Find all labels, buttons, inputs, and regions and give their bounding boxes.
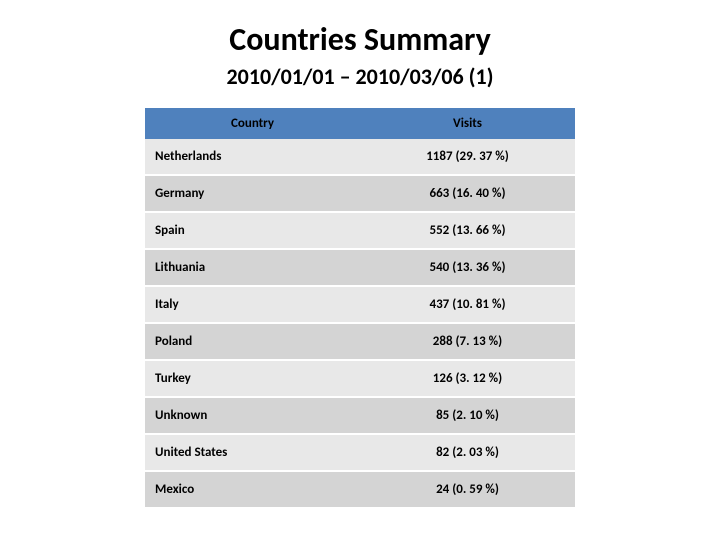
page-subtitle: 2010/01/01 – 2010/03/06 (1)	[227, 63, 494, 90]
cell-country: Netherlands	[145, 139, 360, 175]
cell-visits: 1187 (29. 37 %)	[360, 139, 575, 175]
cell-visits: 82 (2. 03 %)	[360, 434, 575, 471]
table-row: Netherlands 1187 (29. 37 %)	[145, 139, 575, 175]
cell-country: Turkey	[145, 360, 360, 397]
page-title: Countries Summary	[229, 20, 490, 59]
cell-visits: 85 (2. 10 %)	[360, 397, 575, 434]
cell-country: Italy	[145, 286, 360, 323]
cell-visits: 552 (13. 66 %)	[360, 212, 575, 249]
cell-country: Germany	[145, 175, 360, 212]
table-row: Lithuania 540 (13. 36 %)	[145, 249, 575, 286]
cell-visits: 437 (10. 81 %)	[360, 286, 575, 323]
cell-country: Spain	[145, 212, 360, 249]
table-row: Italy 437 (10. 81 %)	[145, 286, 575, 323]
cell-country: Poland	[145, 323, 360, 360]
header-country: Country	[145, 108, 360, 139]
table-row: Turkey 126 (3. 12 %)	[145, 360, 575, 397]
table-header-row: Country Visits	[145, 108, 575, 139]
slide-container: Countries Summary 2010/01/01 – 2010/03/0…	[0, 20, 720, 509]
table-row: Spain 552 (13. 66 %)	[145, 212, 575, 249]
table-row: Mexico 24 (0. 59 %)	[145, 471, 575, 508]
cell-visits: 24 (0. 59 %)	[360, 471, 575, 508]
header-visits: Visits	[360, 108, 575, 139]
table-row: Germany 663 (16. 40 %)	[145, 175, 575, 212]
table-row: Poland 288 (7. 13 %)	[145, 323, 575, 360]
cell-visits: 663 (16. 40 %)	[360, 175, 575, 212]
cell-visits: 126 (3. 12 %)	[360, 360, 575, 397]
cell-visits: 540 (13. 36 %)	[360, 249, 575, 286]
countries-table: Country Visits Netherlands 1187 (29. 37 …	[145, 108, 575, 509]
cell-visits: 288 (7. 13 %)	[360, 323, 575, 360]
cell-country: Unknown	[145, 397, 360, 434]
cell-country: Lithuania	[145, 249, 360, 286]
table-row: Unknown 85 (2. 10 %)	[145, 397, 575, 434]
cell-country: United States	[145, 434, 360, 471]
table-row: United States 82 (2. 03 %)	[145, 434, 575, 471]
cell-country: Mexico	[145, 471, 360, 508]
